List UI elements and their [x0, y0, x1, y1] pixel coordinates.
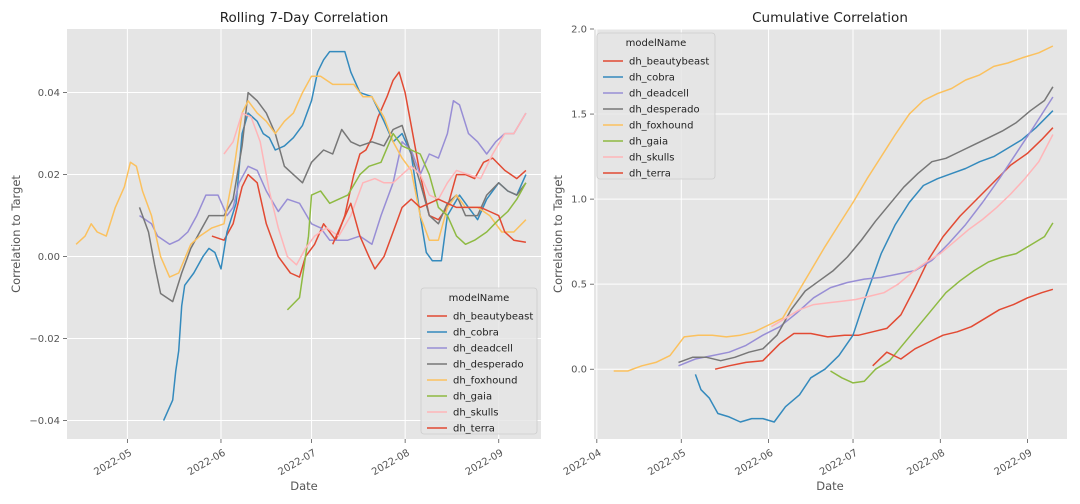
legend-label: dh_desperado — [453, 360, 524, 371]
series-line-dh-skulls — [771, 134, 1054, 328]
series-line-dh-cobra — [694, 110, 1054, 423]
series-line-dh-skulls — [223, 112, 527, 266]
y-tick-label: −0.02 — [29, 334, 60, 345]
legend-label: dh_cobra — [629, 73, 675, 84]
series-line-dh-foxhound — [75, 75, 527, 278]
legend-label: dh_foxhound — [453, 376, 517, 387]
legend-label: dh_desperado — [629, 105, 700, 116]
x-tick-label: 2022-09 — [464, 448, 506, 478]
plot-area — [67, 29, 541, 439]
legend-label: dh_gaia — [629, 137, 668, 148]
y-tick-label: 1.0 — [571, 195, 587, 206]
series-line-dh-gaia — [286, 132, 527, 311]
cumulative-correlation-panel: Cumulative Correlation Date Correlation … — [551, 10, 1067, 493]
x-tick-label: 2022-06 — [734, 448, 776, 478]
series-line-dh-desperado — [678, 86, 1054, 364]
x-tick-label: 2022-08 — [905, 448, 947, 478]
legend-title: modelName — [626, 38, 687, 49]
y-tick-label: 0.02 — [38, 170, 60, 181]
legend-label: dh_skulls — [629, 153, 674, 164]
legend-label: dh_terra — [453, 424, 495, 435]
chart-title: Rolling 7-Day Correlation — [220, 10, 389, 26]
x-tick-label: 2022-05 — [646, 448, 688, 478]
chart-title: Cumulative Correlation — [752, 10, 908, 26]
legend-label: dh_gaia — [453, 392, 492, 403]
series-line-dh-terra — [872, 288, 1054, 367]
y-axis-label: Correlation to Target — [9, 175, 23, 293]
x-tick-label: 2022-05 — [92, 448, 134, 478]
legend-label: dh_terra — [629, 169, 671, 180]
series-line-dh-terra — [332, 198, 527, 270]
x-axis-label: Date — [290, 479, 318, 493]
legend: modelName dh_beautybeast dh_cobra dh_deadce… — [420, 287, 538, 435]
legend-label: dh_beautybeast — [629, 57, 709, 68]
y-tick-label: 2.0 — [571, 25, 587, 36]
x-tick-label: 2022-04 — [562, 448, 604, 478]
y-tick-label: 1.5 — [571, 110, 587, 121]
x-tick-label: 2022-07 — [818, 448, 860, 478]
series-line-dh-deadcell — [678, 96, 1054, 367]
legend-label: dh_deadcell — [629, 89, 689, 100]
series-line-dh-beautybeast — [714, 127, 1054, 370]
y-tick-label: −0.04 — [29, 416, 60, 427]
legend-box — [596, 32, 716, 180]
series-line-dh-foxhound — [613, 45, 1054, 372]
rolling-correlation-panel: Rolling 7-Day Correlation Date Correlati… — [9, 10, 541, 493]
legend-label: dh_skulls — [453, 408, 498, 419]
series-line-dh-beautybeast — [211, 71, 527, 278]
x-tick-label: 2022-08 — [370, 448, 412, 478]
legend-label: dh_cobra — [453, 328, 499, 339]
legend-title: modelName — [449, 293, 510, 304]
y-tick-label: 0.5 — [571, 280, 587, 291]
x-axis-label: Date — [816, 479, 844, 493]
x-tick-label: 2022-07 — [277, 448, 319, 478]
series-line-dh-gaia — [830, 222, 1054, 384]
legend-label: dh_deadcell — [453, 344, 513, 355]
series-line-dh-desperado — [138, 91, 527, 303]
y-tick-label: 0.04 — [38, 88, 60, 99]
x-tick-label: 2022-06 — [186, 448, 228, 478]
legend-label: dh_beautybeast — [453, 312, 533, 323]
y-tick-label: 0.0 — [571, 365, 587, 376]
legend-label: dh_foxhound — [629, 121, 693, 132]
x-tick-label: 2022-09 — [993, 448, 1035, 478]
legend: modelName dh_beautybeast dh_cobra dh_deadce… — [596, 32, 716, 180]
y-tick-label: 0.00 — [38, 252, 60, 263]
legend-box — [420, 287, 538, 435]
series-line-dh-cobra — [162, 50, 527, 421]
y-axis-label: Correlation to Target — [551, 175, 565, 293]
